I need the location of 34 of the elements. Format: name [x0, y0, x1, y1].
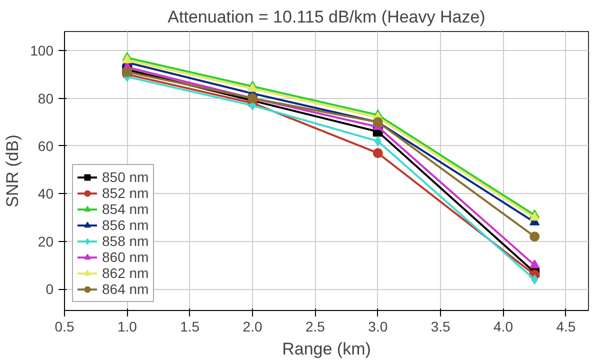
point — [530, 212, 540, 221]
y-tick-label: 40 — [38, 186, 54, 202]
x-tick-label: 3.0 — [368, 318, 388, 334]
point — [530, 232, 540, 242]
x-tick-label: 2.5 — [305, 318, 326, 334]
point — [372, 148, 383, 158]
x-tick-label: 3.5 — [430, 318, 451, 334]
x-tick-label: 2.0 — [242, 318, 262, 334]
y-tick-label: 80 — [38, 90, 54, 106]
chart-title: Attenuation = 10.115 dB/km (Heavy Haze) — [168, 8, 486, 26]
x-tick-label: 0.5 — [54, 318, 74, 334]
legend-label: 856 nm — [102, 217, 149, 233]
legend-label: 864 nm — [102, 281, 149, 297]
point — [248, 83, 258, 92]
y-tick-label: 0 — [46, 281, 54, 298]
point — [530, 259, 540, 268]
y-tick-label: 60 — [38, 138, 54, 154]
y-tick-label: 20 — [38, 233, 54, 250]
x-tick-label: 4.5 — [556, 318, 576, 334]
x-tick-label: 1.5 — [180, 318, 200, 334]
y-axis-title: SNR (dB) — [3, 134, 22, 208]
point — [531, 274, 538, 284]
legend-label: 852 nm — [102, 185, 149, 201]
legend-label: 858 nm — [102, 233, 149, 249]
legend-label: 850 nm — [102, 169, 149, 185]
point — [374, 136, 382, 146]
x-tick-label: 4.0 — [494, 318, 514, 334]
point — [122, 54, 132, 64]
x-tick-label: 1.0 — [117, 318, 138, 334]
y-tick-label: 100 — [30, 42, 54, 59]
legend-label: 854 nm — [102, 201, 149, 217]
legend-label: 860 nm — [102, 249, 149, 265]
x-axis-title: Range (km) — [282, 340, 371, 358]
legend-label: 862 nm — [102, 265, 149, 281]
